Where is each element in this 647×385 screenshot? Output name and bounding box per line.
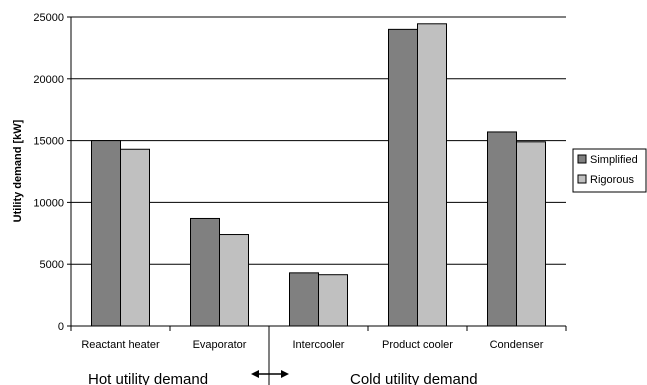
bar-rigorous-2: [318, 274, 348, 327]
bars: [91, 23, 546, 327]
bar-simplified-2: [289, 272, 319, 327]
bar-rigorous-1: [219, 234, 249, 327]
utility-annotations: Hot utility demand Cold utility demand: [88, 328, 478, 385]
hot-utility-label: Hot utility demand: [88, 371, 208, 385]
y-tick-label-0: 0: [58, 321, 64, 333]
bar-rigorous-3: [417, 23, 447, 327]
gridlines: [71, 16, 566, 265]
y-tick-label-1: 5000: [40, 259, 64, 271]
y-tick-label-5: 25000: [33, 12, 64, 24]
bar-simplified-0: [91, 140, 121, 327]
axes: [70, 17, 567, 331]
x-tick-label-2: Intercooler: [293, 339, 345, 351]
x-tick-label-1: Evaporator: [193, 339, 247, 351]
legend: Simplified Rigorous: [572, 148, 647, 193]
legend-swatch-1: [577, 174, 587, 184]
y-tick-labels: 0 5000 10000 15000 20000 25000: [33, 12, 71, 333]
bar-simplified-4: [487, 131, 517, 327]
legend-label-1: Rigorous: [590, 174, 635, 186]
y-axis-label: Utility demand [kW]: [12, 119, 24, 222]
y-tick-label-2: 10000: [33, 197, 64, 209]
x-tick-labels: Reactant heater Evaporator Intercooler Prod…: [81, 339, 543, 351]
bar-rigorous-0: [120, 148, 150, 327]
y-tick-label-3: 15000: [33, 136, 64, 148]
bar-simplified-1: [190, 217, 220, 327]
x-tick-label-3: Product cooler: [382, 339, 453, 351]
y-tick-label-4: 20000: [33, 74, 64, 86]
bar-rigorous-4: [516, 141, 546, 327]
bar-simplified-3: [388, 28, 418, 327]
cold-utility-label: Cold utility demand: [350, 371, 478, 385]
x-tick-label-4: Condenser: [490, 339, 544, 351]
double-arrow-icon: [251, 370, 289, 378]
legend-box: [572, 148, 647, 193]
legend-swatch-0: [577, 154, 587, 164]
legend-label-0: Simplified: [590, 154, 638, 166]
x-tick-label-0: Reactant heater: [81, 339, 160, 351]
